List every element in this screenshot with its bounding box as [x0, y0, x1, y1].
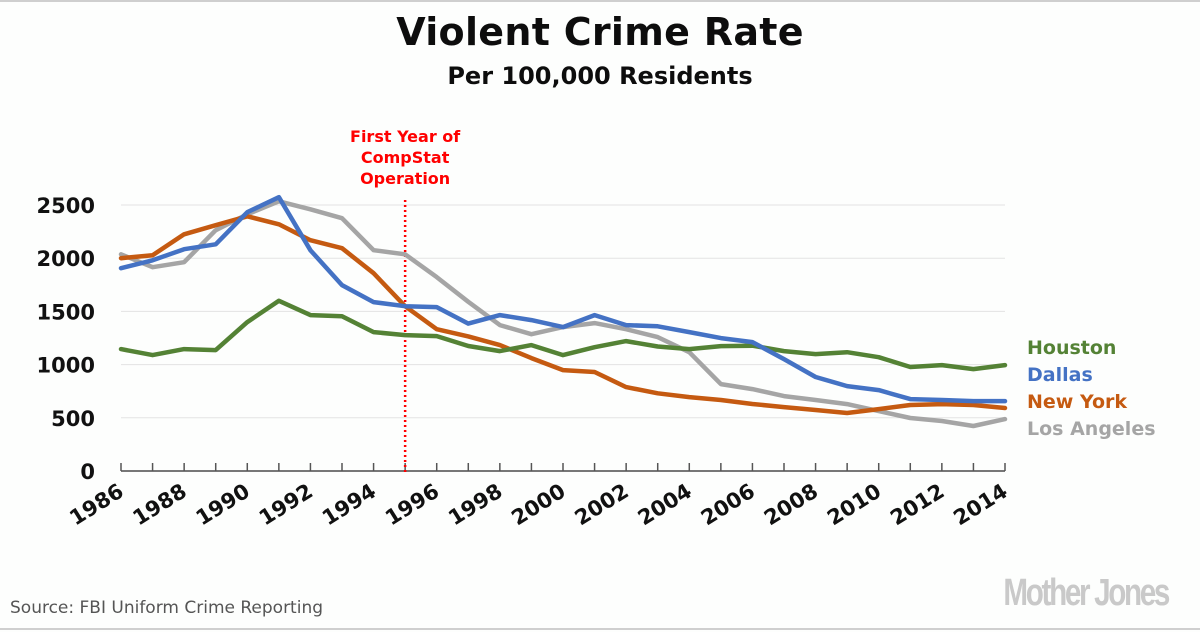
x-tick-label: 1996 [381, 479, 443, 530]
series-lines [118, 194, 1008, 429]
gridlines [121, 204, 1005, 419]
y-tick-label: 0 [80, 460, 95, 484]
x-tick-label: 1988 [129, 479, 191, 530]
x-tick-label: 2008 [760, 479, 822, 530]
x-tick-label: 2014 [949, 479, 1011, 530]
y-axis-ticks: 0 500 1000 1500 2000 2500 [37, 194, 95, 484]
compstat-annotation: First Year of CompStat Operation [350, 127, 461, 473]
source-note: Source: FBI Uniform Crime Reporting [10, 598, 324, 618]
y-tick-label: 2500 [37, 194, 95, 218]
annotation-text: CompStat [361, 148, 450, 167]
x-tick-label: 1998 [444, 479, 506, 530]
legend-item-dallas: Dallas [1027, 364, 1093, 386]
x-tick-label: 1994 [318, 479, 380, 530]
y-tick-label: 1500 [37, 300, 95, 324]
x-tick-label: 2004 [634, 479, 696, 530]
y-tick-label: 1000 [37, 354, 95, 378]
legend: Houston Dallas New York Los Angeles [1027, 337, 1156, 440]
x-tick-label: 1990 [192, 479, 254, 530]
x-tick-label: 2006 [697, 479, 759, 530]
y-tick-label: 500 [51, 407, 95, 431]
annotation-text: Operation [360, 169, 450, 188]
legend-item-new-york: New York [1027, 391, 1127, 413]
x-tick-label: 1992 [255, 479, 317, 530]
legend-item-houston: Houston [1027, 337, 1116, 359]
x-tick-label: 1986 [65, 479, 127, 530]
chart-subtitle: Per 100,000 Residents [447, 62, 753, 90]
legend-item-los-angeles: Los Angeles [1027, 418, 1156, 440]
chart-title: Violent Crime Rate [396, 10, 804, 54]
brand-logo: Mother Jones [1003, 572, 1170, 614]
x-tick-label: 2012 [886, 479, 948, 530]
series-line-new-york [118, 214, 1008, 416]
series-line-houston [118, 298, 1008, 372]
series-line-dallas [118, 194, 1008, 404]
x-tick-label: 2000 [507, 479, 569, 530]
x-axis: 1986 1988 1990 1992 1994 1996 1998 2000 2002 2004… [65, 463, 1012, 530]
x-tick-label: 2002 [571, 479, 633, 530]
x-tick-label: 2010 [823, 479, 885, 530]
series-line-los-angeles [118, 199, 1008, 429]
annotation-text: First Year of [350, 127, 461, 146]
y-tick-label: 2000 [37, 247, 95, 271]
